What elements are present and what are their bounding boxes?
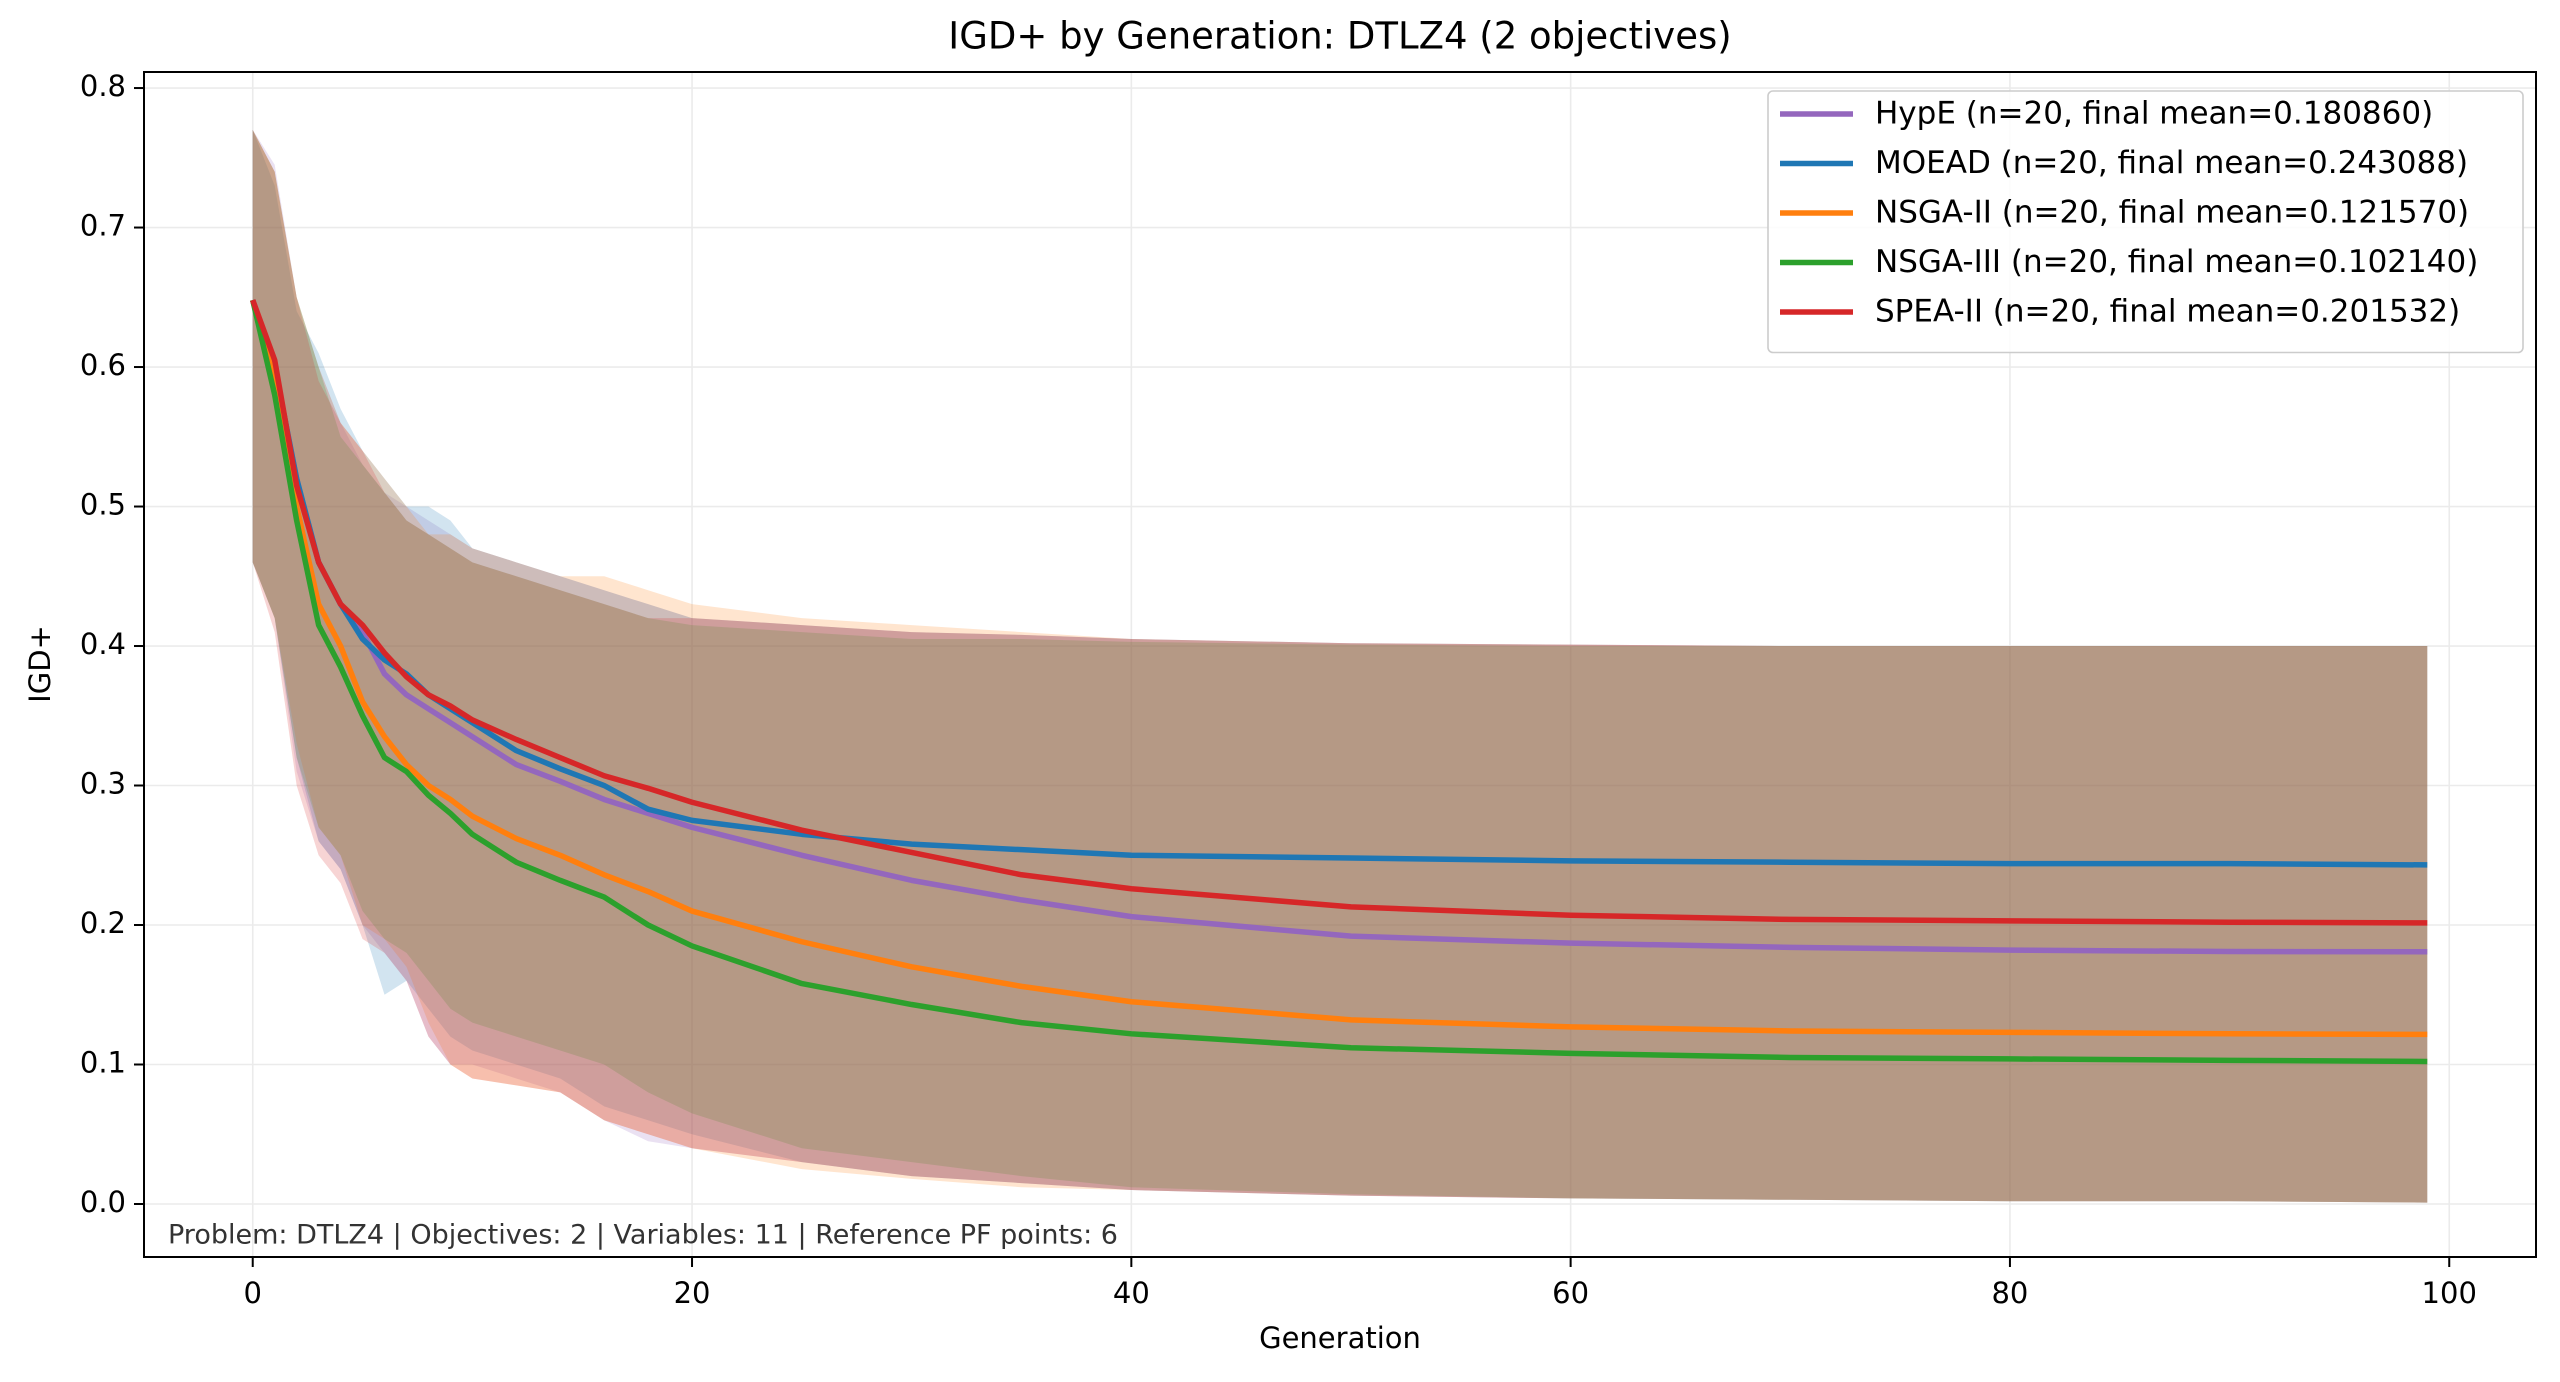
x-tick-label: 0: [244, 1276, 262, 1310]
y-tick-label: 0.4: [80, 627, 126, 661]
legend-label: MOEAD (n=20, final mean=0.243088): [1875, 145, 2468, 181]
y-tick-label: 0.6: [80, 348, 126, 382]
y-tick-label: 0.0: [80, 1185, 126, 1219]
y-axis-label: IGD+: [23, 625, 57, 703]
legend-label: SPEA-II (n=20, final mean=0.201532): [1875, 294, 2460, 330]
x-tick-label: 80: [1991, 1276, 2028, 1310]
x-tick-label: 20: [674, 1276, 711, 1310]
y-tick-label: 0.7: [80, 209, 126, 243]
legend-label: NSGA-II (n=20, final mean=0.121570): [1875, 195, 2469, 231]
series-line: [250, 299, 2428, 1038]
band: [252, 129, 2428, 1203]
chart-title: IGD+ by Generation: DTLZ4 (2 objectives): [948, 15, 1731, 58]
band: [252, 129, 2428, 1203]
plot-frame: [143, 71, 2537, 1258]
x-tick-label: 100: [2422, 1276, 2477, 1310]
band: [252, 129, 2428, 1203]
legend-label: HypE (n=20, final mean=0.180860): [1875, 96, 2433, 132]
series-line: [250, 299, 2428, 926]
x-tick-label: 60: [1552, 1276, 1589, 1310]
y-tick-label: 0.8: [80, 69, 126, 103]
band: [252, 129, 2428, 1203]
y-tick-label: 0.3: [80, 767, 126, 801]
legend-box: [1767, 90, 2524, 354]
y-tick-label: 0.5: [80, 488, 126, 522]
y-tick-label: 0.1: [80, 1045, 126, 1079]
band: [252, 129, 2428, 1203]
legend-label: NSGA-III (n=20, final mean=0.102140): [1875, 244, 2478, 280]
y-tick-label: 0.2: [80, 906, 126, 940]
annotation: Problem: DTLZ4 | Objectives: 2 | Variabl…: [168, 1220, 1118, 1251]
x-tick-label: 40: [1113, 1276, 1150, 1310]
series-line: [250, 299, 2428, 1065]
x-axis-label: Generation: [1259, 1321, 1421, 1355]
